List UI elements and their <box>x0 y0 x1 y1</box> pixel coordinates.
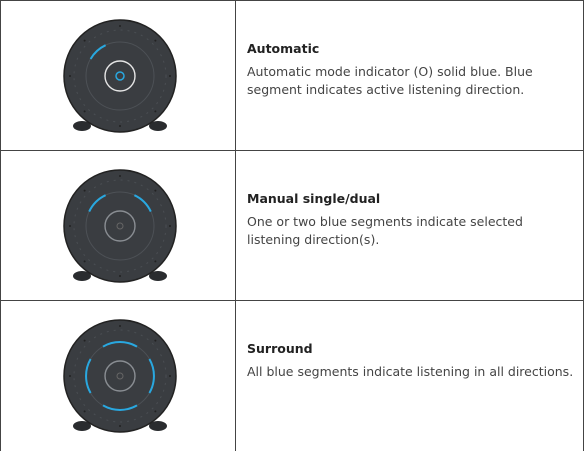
device-image <box>63 319 177 433</box>
row-description: Automatic mode indicator (O) solid blue.… <box>247 64 533 97</box>
row: Manual single/dual One or two blue segmen… <box>0 150 584 300</box>
row-title: Manual single/dual <box>247 191 381 206</box>
border <box>0 0 1 451</box>
row-text: Manual single/dual One or two blue segmen… <box>247 190 577 249</box>
row: Automatic Automatic mode indicator (O) so… <box>0 0 584 150</box>
border <box>235 0 236 451</box>
row-description: All blue segments indicate listening in … <box>247 364 574 379</box>
border <box>0 150 584 151</box>
row-title: Automatic <box>247 41 320 56</box>
row-text: Automatic Automatic mode indicator (O) so… <box>247 40 577 99</box>
device-image <box>63 19 177 133</box>
row: Surround All blue segments indicate liste… <box>0 300 584 450</box>
border <box>0 300 584 301</box>
row-text: Surround All blue segments indicate liste… <box>247 340 577 381</box>
border <box>0 0 584 1</box>
row-title: Surround <box>247 341 313 356</box>
row-description: One or two blue segments indicate select… <box>247 214 523 247</box>
device-image <box>63 169 177 283</box>
